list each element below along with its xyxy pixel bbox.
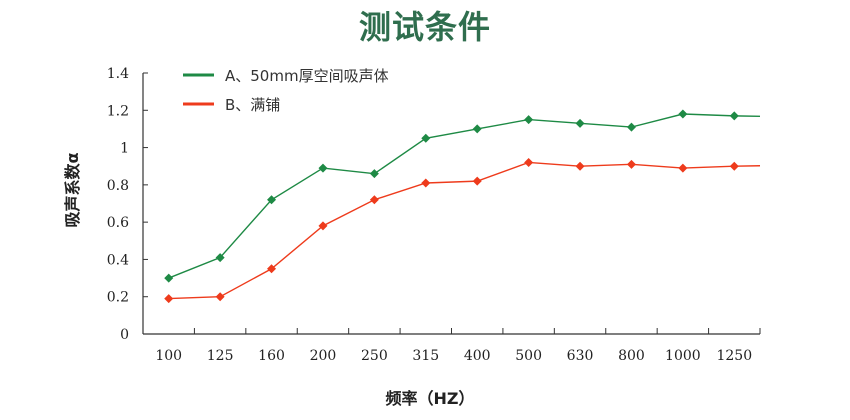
data-point-marker: [626, 159, 636, 169]
y-tick-label: 0.8: [107, 178, 129, 194]
x-tick-label: 160: [258, 348, 285, 364]
x-tick-label: 1000: [665, 348, 701, 364]
y-tick-label: 0: [120, 327, 129, 343]
data-point-marker: [421, 133, 431, 143]
x-tick-label: 200: [310, 348, 337, 364]
x-tick-label: 250: [361, 348, 388, 364]
y-tick-label: 1.4: [107, 66, 129, 82]
data-point-marker: [729, 111, 739, 121]
data-point-marker: [267, 264, 277, 274]
data-point-marker: [164, 294, 174, 304]
data-point-marker: [626, 122, 636, 132]
data-point-marker: [215, 253, 225, 263]
data-point-marker: [524, 115, 534, 125]
y-tick-label: 1: [120, 141, 129, 157]
data-point-marker: [575, 118, 585, 128]
data-point-marker: [369, 195, 379, 205]
series-line: [168, 113, 761, 279]
data-point-marker: [215, 292, 225, 302]
series-line: [168, 161, 761, 300]
y-axis-label: 吸声系数α: [63, 152, 82, 227]
data-point-marker: [318, 163, 328, 173]
x-tick-label: 100: [155, 348, 182, 364]
x-tick-label: 315: [412, 348, 439, 364]
data-point-marker: [267, 195, 277, 205]
x-tick-label: 630: [567, 348, 594, 364]
legend-label: A、50mm厚空间吸声体: [225, 67, 389, 85]
x-tick-label: 500: [515, 348, 542, 364]
chart-title: 测试条件: [358, 8, 491, 46]
x-tick-label: 1250: [716, 348, 752, 364]
y-tick-label: 0.6: [107, 215, 129, 231]
y-tick-label: 1.2: [107, 103, 129, 119]
data-point-marker: [421, 178, 431, 188]
data-point-marker: [472, 124, 482, 134]
data-point-marker: [318, 221, 328, 231]
data-point-marker: [678, 109, 688, 119]
data-point-marker: [524, 157, 534, 167]
legend-label: B、满铺: [225, 96, 280, 114]
data-point-marker: [472, 176, 482, 186]
x-tick-label: 800: [618, 348, 645, 364]
y-tick-label: 0.4: [107, 252, 129, 268]
x-axis-label: 频率（HZ）: [386, 389, 475, 408]
data-point-marker: [164, 273, 174, 283]
x-tick-label: 400: [464, 348, 491, 364]
y-tick-label: 0.2: [107, 290, 129, 306]
data-point-marker: [369, 169, 379, 179]
x-tick-label: 125: [207, 348, 234, 364]
data-point-marker: [729, 161, 739, 171]
data-point-marker: [575, 161, 585, 171]
data-point-marker: [678, 163, 688, 173]
